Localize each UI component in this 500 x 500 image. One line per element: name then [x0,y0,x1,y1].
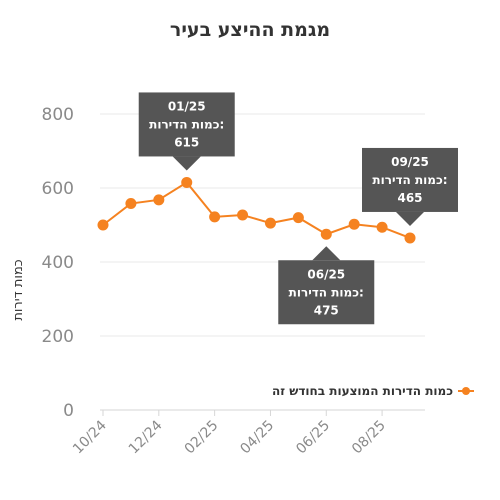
data-point[interactable] [125,198,137,210]
data-point[interactable] [320,228,332,240]
y-tick-label: 0 [63,401,74,421]
tooltip-arrow [396,211,424,226]
legend-dot-marker [462,387,470,395]
x-axis-ticks: 10/24 12/24 02/25 04/25 06/25 08/25 [70,410,389,457]
tooltip-box [138,92,235,157]
data-point[interactable] [404,232,416,244]
y-axis-ticks: 0 200 400 600 800 [42,105,74,421]
tooltip-arrow [172,156,201,171]
tooltip-date: 01/25 [168,99,206,113]
data-point[interactable] [237,209,249,221]
data-point[interactable] [264,217,276,229]
x-tick-label: 12/24 [126,417,166,457]
x-tick-label: 02/25 [182,418,222,458]
y-tick-label: 200 [42,327,74,347]
tooltip-arrow [312,246,341,261]
tooltip-label: כמות הדירות: [149,117,224,131]
x-tick-label: 10/24 [70,417,110,457]
tooltip-01-25: 01/25 כמות הדירות: 615 [138,92,235,171]
data-point[interactable] [376,221,388,233]
legend[interactable]: כמות הדירות המוצעות בחודש זה [272,384,474,398]
tooltip-06-25: 06/25 כמות הדירות: 475 [278,246,375,325]
data-points[interactable] [97,176,416,244]
data-point[interactable] [292,212,304,224]
y-axis-label: כמות דירות [11,259,26,320]
tooltip-box [362,147,458,212]
y-tick-label: 400 [42,253,74,273]
legend-label: כמות הדירות המוצעות בחודש זה [272,384,453,398]
x-tick-label: 08/25 [349,418,389,458]
tooltip-value: 615 [174,135,199,149]
data-point[interactable] [209,211,221,223]
x-tick-label: 06/25 [293,418,333,458]
data-point[interactable] [181,176,193,188]
tooltips: 01/25 כמות הדירות: 615 06/25 כמות הדירות: 475… [138,92,458,325]
chart-title: מגמת ההיצע בעיר [170,19,330,41]
tooltip-date: 09/25 [391,155,429,169]
y-tick-label: 800 [42,105,74,125]
data-point[interactable] [153,194,165,206]
data-point[interactable] [97,219,109,231]
tooltip-date: 06/25 [307,267,345,281]
tooltip-label: כמות הדירות: [372,173,447,187]
tooltip-value: 475 [314,303,339,317]
x-tick-label: 04/25 [237,418,277,458]
tooltip-box [278,260,375,325]
tooltip-value: 465 [397,191,422,205]
tooltip-label: כמות הדירות: [289,285,364,299]
y-tick-label: 600 [42,179,74,199]
data-point[interactable] [348,218,360,230]
tooltip-09-25: 09/25 כמות הדירות: 465 [362,147,458,226]
